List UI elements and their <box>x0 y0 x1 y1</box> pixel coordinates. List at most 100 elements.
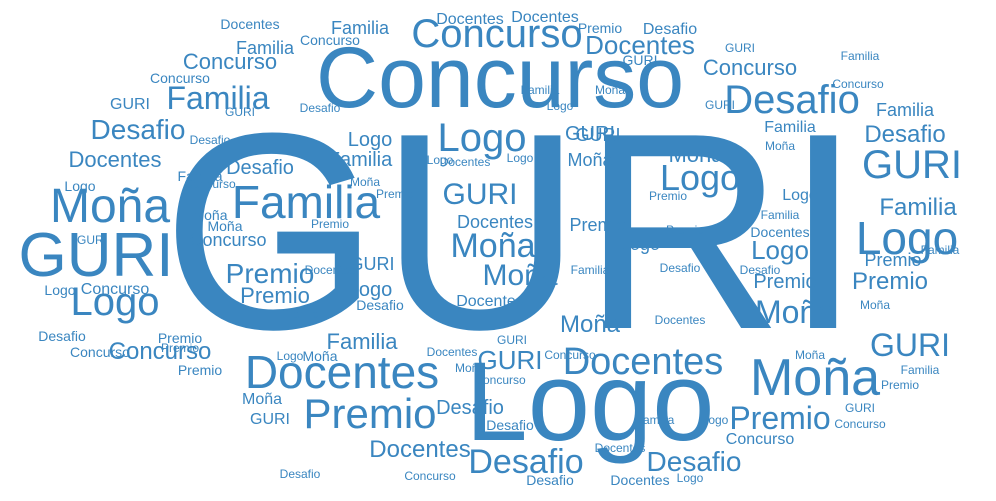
word: Concurso <box>404 469 456 483</box>
word: Logo <box>676 471 704 485</box>
word: Docentes <box>750 224 810 240</box>
word: Docentes <box>594 441 646 455</box>
word: Concurso <box>474 373 526 387</box>
word: Logo <box>437 116 527 160</box>
word: Concurso <box>70 344 130 360</box>
word: Logo <box>546 99 574 113</box>
word: Desafio <box>436 397 504 419</box>
word: Moña <box>749 349 881 407</box>
word: Desafio <box>279 467 321 481</box>
word: Moña <box>450 227 536 265</box>
word: GURI <box>77 233 107 247</box>
word: Moña <box>764 139 796 153</box>
word: Logo <box>465 339 715 464</box>
word: Desafio <box>486 417 534 433</box>
word: Premio <box>160 341 200 355</box>
word: Logo <box>347 129 393 151</box>
word: Docentes <box>68 147 162 172</box>
word: Familia <box>520 83 560 97</box>
word: Premio <box>880 378 920 392</box>
word: Familia <box>177 168 223 184</box>
word: Premio <box>729 400 831 436</box>
word: Premio <box>280 307 320 321</box>
word: Familia <box>760 208 800 222</box>
word: Desafio <box>864 121 946 148</box>
word: Familia <box>920 243 960 257</box>
word: Desafio <box>642 21 698 38</box>
word: Concurso <box>300 32 360 48</box>
word: Familia <box>879 194 957 221</box>
word: Concurso <box>725 431 795 448</box>
word: Moña <box>567 150 613 170</box>
word: Docentes <box>562 341 724 383</box>
word: Logo <box>44 282 76 298</box>
word: Moña <box>192 207 228 223</box>
word: Docentes <box>244 346 440 398</box>
word: Docentes <box>436 11 504 28</box>
word: GURI <box>565 123 615 145</box>
word: GURI <box>18 221 174 290</box>
word: Premio <box>177 362 223 378</box>
word: Desafio <box>659 261 701 275</box>
word: GURI <box>870 327 950 363</box>
word: Premio <box>851 268 929 295</box>
word: Docentes <box>585 30 695 60</box>
word: Familia <box>327 149 393 171</box>
word: Premio <box>303 390 437 437</box>
word: Logo <box>619 234 661 254</box>
word: Moña <box>49 180 171 233</box>
word: Concurso <box>411 12 583 56</box>
word: Desafio <box>526 472 574 488</box>
word: Moña <box>207 218 243 234</box>
word: Premio <box>648 189 688 203</box>
word: Premio <box>310 217 350 231</box>
word: Docentes <box>304 263 356 277</box>
word: Familia <box>570 263 610 277</box>
word: Moña <box>594 83 626 97</box>
word: Familia <box>840 49 880 63</box>
word: Premio <box>240 283 310 308</box>
word: Familia <box>330 18 390 38</box>
word: Moña <box>241 391 283 408</box>
word: GURI <box>477 345 543 375</box>
word: Docentes <box>369 436 471 463</box>
word: Concurso <box>834 417 886 431</box>
word: Moña <box>349 175 381 189</box>
word: Concurso <box>189 230 267 250</box>
word: Concurso <box>832 77 884 91</box>
word: GURI <box>442 178 518 211</box>
word: GURI <box>225 105 255 119</box>
word: GURI <box>862 143 962 187</box>
word: Premio <box>375 187 415 201</box>
word: Moña <box>482 259 558 292</box>
word: Concurso <box>184 177 236 191</box>
word: Docentes <box>439 155 491 169</box>
word: Moña <box>668 142 724 167</box>
word: Docentes <box>511 9 579 26</box>
word: Premio <box>569 215 627 235</box>
word: Concurso <box>182 49 278 74</box>
word: Concurso <box>315 30 685 126</box>
word: Concurso <box>702 55 798 80</box>
word: Desafio <box>356 297 404 313</box>
word: Premio <box>157 330 203 346</box>
word: GURI <box>497 333 527 347</box>
word: GURI <box>725 41 755 55</box>
word: Logo <box>855 212 959 264</box>
word: Desafio <box>646 446 742 477</box>
word: Logo <box>506 151 534 165</box>
word: GURI <box>845 401 875 415</box>
word: Familia <box>764 119 816 136</box>
word: Docentes <box>610 472 670 488</box>
word: Familia <box>900 363 940 377</box>
word: Logo <box>276 349 304 363</box>
word: Premio <box>864 250 922 270</box>
word: GURI <box>622 52 658 68</box>
word: Premio <box>753 271 817 293</box>
word: Familia <box>875 100 935 120</box>
word: Desafio <box>739 263 781 277</box>
word: Docentes <box>456 212 534 232</box>
word: Logo <box>70 280 160 324</box>
word: Docentes <box>456 293 524 310</box>
word: Concurso <box>150 70 210 86</box>
